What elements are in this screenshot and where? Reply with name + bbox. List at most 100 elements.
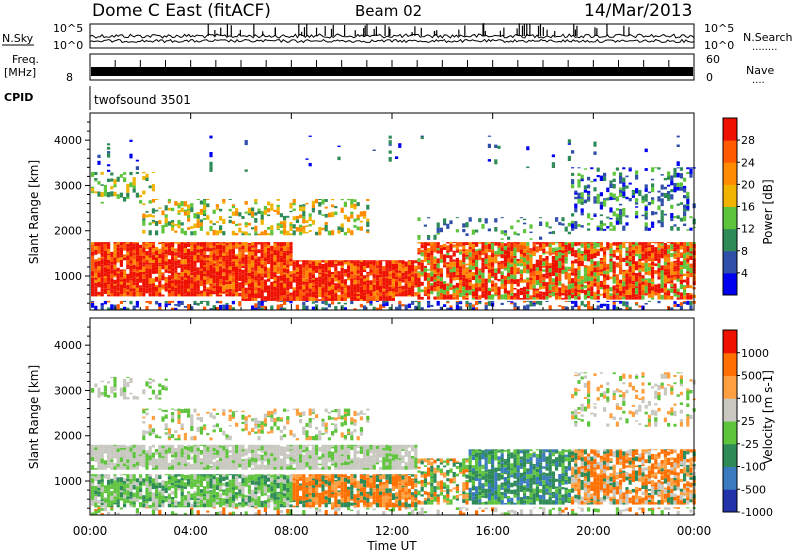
range-cell [126,481,130,484]
range-cell [318,291,322,297]
range-cell [238,448,242,451]
range-cell [647,191,651,194]
range-cell [334,260,338,262]
range-cell [126,251,130,256]
range-cell [449,268,453,273]
range-cell [542,286,546,289]
range-cell [603,277,607,282]
range-cell [414,265,418,269]
range-cell [257,285,261,288]
range-cell [235,223,239,227]
range-cell [407,303,411,309]
range-cell [283,268,287,273]
range-cell [526,289,530,291]
range-cell [193,290,197,294]
range-cell [228,425,232,427]
range-cell [609,253,613,256]
range-cell [123,490,127,493]
range-cell [667,267,671,270]
range-cell [164,444,168,448]
range-cell [660,243,664,246]
range-cell [603,172,607,177]
range-cell [487,255,491,259]
range-cell [228,455,232,458]
range-cell [487,274,491,280]
range-cell [209,285,213,290]
range-cell [337,288,341,293]
range-cell [123,444,127,448]
range-cell [107,476,111,480]
range-cell [529,276,533,278]
range-cell [267,272,271,278]
range-cell [116,271,120,274]
range-cell [161,259,165,265]
range-cell [545,221,549,228]
range-cell [593,245,597,249]
range-cell [427,288,431,294]
range-cell [555,267,559,273]
range-cell [353,224,357,228]
range-cell [577,267,581,271]
range-cell [171,408,175,410]
range-cell [244,465,248,470]
range-cell [513,247,517,252]
range-cell [190,465,194,470]
range-cell [583,253,587,255]
range-cell [254,276,258,280]
range-cell [103,448,107,454]
range-cell [171,247,175,251]
range-cell [510,301,514,303]
range-cell [94,282,98,286]
range-cell [219,294,223,297]
range-cell [110,186,114,190]
range-cell [247,457,251,460]
range-cell [164,265,168,270]
range-cell [267,278,271,282]
range-cell [334,297,338,301]
range-cell [417,271,421,273]
range-cell [676,253,680,258]
range-cell [388,295,392,301]
range-cell [145,270,149,274]
range-cell [254,286,258,291]
range-cell [203,276,207,280]
range-cell [503,268,507,271]
range-cell [372,292,376,296]
range-cell [171,415,175,419]
range-cell [273,272,277,278]
range-cell [203,500,207,504]
range-cell [151,509,155,515]
range-cell [279,267,283,270]
range-cell [673,242,677,248]
range-cell [267,214,271,217]
range-cell [449,305,453,308]
range-cell [577,223,581,227]
range-cell [519,263,523,267]
range-cell [180,201,184,207]
range-cell [625,252,629,256]
range-cell [539,242,543,244]
range-cell [158,287,162,293]
range-cell [97,266,101,270]
range-cell [487,249,491,253]
range-cell [257,300,261,306]
range-cell [171,242,175,245]
range-cell [385,296,389,301]
range-cell [318,263,322,266]
range-cell [247,207,251,214]
range-cell [161,458,165,464]
range-cell [558,296,562,300]
range-cell [279,255,283,258]
range-cell [132,497,136,501]
range-cell [590,295,594,300]
range-cell [212,242,216,246]
range-cell [283,233,287,236]
range-cell [222,243,226,246]
colorbar-segment [723,140,737,163]
range-cell [612,193,616,198]
range-cell [199,481,203,483]
range-cell [107,153,111,158]
range-cell [231,293,235,297]
range-cell [311,270,315,275]
range-cell [103,464,107,469]
